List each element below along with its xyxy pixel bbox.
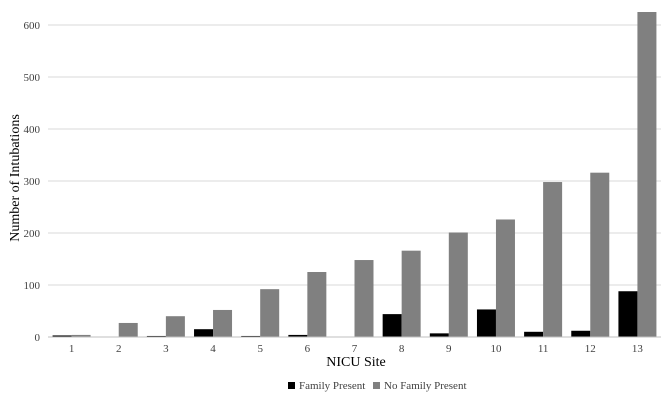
x-tick-label: 5 xyxy=(257,343,263,355)
bar-family-present xyxy=(571,330,591,337)
bar-no-family-present xyxy=(213,309,233,337)
y-axis-title: Number of Intubations xyxy=(8,114,23,242)
x-tick-label: 6 xyxy=(305,343,311,355)
y-tick-label: 300 xyxy=(24,176,41,188)
y-tick-label: 200 xyxy=(24,228,41,240)
y-tick-label: 100 xyxy=(24,280,41,292)
y-tick-label: 600 xyxy=(24,20,41,32)
x-tick-label: 12 xyxy=(585,343,596,355)
bar-no-family-present xyxy=(590,172,610,337)
bar-family-present xyxy=(429,333,449,337)
bar-no-family-present xyxy=(307,272,327,337)
bar-no-family-present xyxy=(637,12,657,337)
x-tick-label: 2 xyxy=(116,343,122,355)
x-axis-ticks: 1 2 3 4 5 6 7 8 9 10 11 12 13 xyxy=(69,343,644,355)
bar-family-present xyxy=(194,329,214,337)
bar-no-family-present xyxy=(448,232,468,337)
y-tick-label: 0 xyxy=(35,332,41,344)
x-tick-label: 7 xyxy=(352,343,358,355)
bar-family-present xyxy=(288,334,308,337)
bars xyxy=(52,12,657,337)
x-tick-label: 9 xyxy=(446,343,452,355)
bar-family-present xyxy=(382,314,402,337)
y-tick-label: 500 xyxy=(24,72,41,84)
bar-no-family-present xyxy=(354,260,374,337)
x-tick-label: 11 xyxy=(538,343,549,355)
bar-no-family-present xyxy=(71,334,91,337)
x-tick-label: 1 xyxy=(69,343,75,355)
x-tick-label: 4 xyxy=(210,343,216,355)
bar-family-present xyxy=(476,309,496,337)
x-tick-label: 13 xyxy=(632,343,644,355)
bar-family-present xyxy=(146,335,166,337)
bar-family-present xyxy=(241,335,261,337)
legend-swatch-no-family-present xyxy=(373,382,380,389)
y-tick-label: 400 xyxy=(24,124,41,136)
legend-swatch-family-present xyxy=(288,382,295,389)
legend: Family Present No Family Present xyxy=(288,380,467,392)
bar-no-family-present xyxy=(401,250,421,337)
gridlines xyxy=(48,24,661,286)
legend-label-no-family-present: No Family Present xyxy=(384,380,467,392)
bar-no-family-present xyxy=(260,289,280,337)
x-tick-label: 3 xyxy=(163,343,169,355)
bar-no-family-present xyxy=(543,182,563,337)
x-tick-label: 8 xyxy=(399,343,405,355)
bar-family-present xyxy=(52,335,72,337)
bar-no-family-present xyxy=(495,219,515,337)
bar-family-present xyxy=(524,331,544,337)
x-axis-title: NICU Site xyxy=(326,355,386,370)
bar-no-family-present xyxy=(118,322,138,337)
y-axis-ticks: 0 100 200 300 400 500 600 xyxy=(24,20,41,344)
legend-label-family-present: Family Present xyxy=(299,380,365,392)
bar-no-family-present xyxy=(165,316,185,337)
bar-family-present xyxy=(618,291,638,337)
x-tick-label: 10 xyxy=(490,343,502,355)
